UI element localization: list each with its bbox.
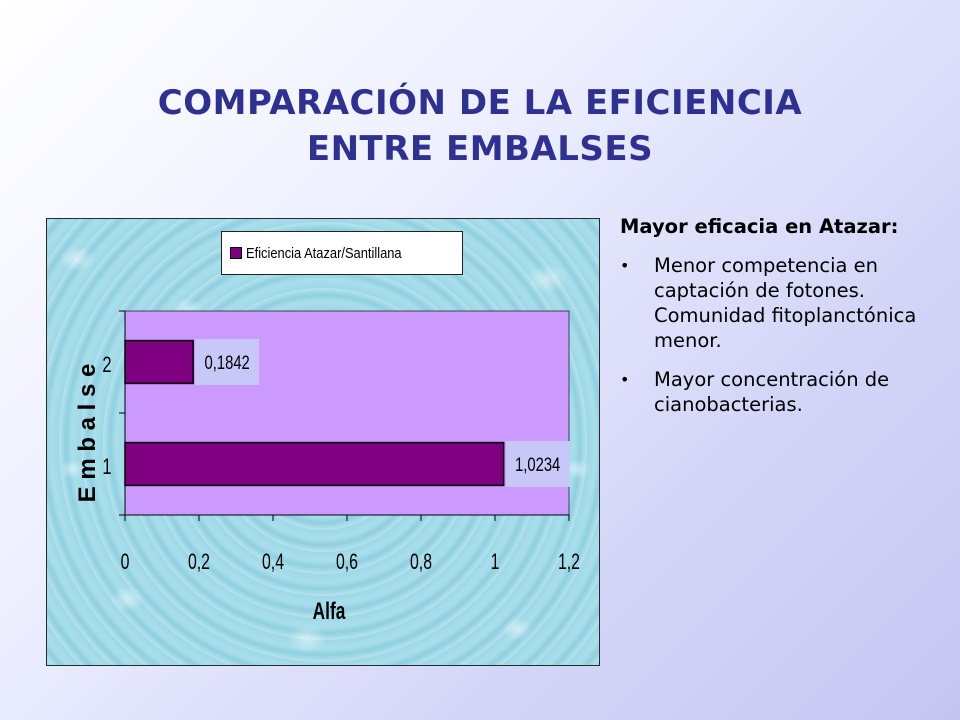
data-label: 0,1842 [205,352,250,373]
slide-title: COMPARACIÓN DE LA EFICIENCIA ENTRE EMBAL… [80,80,880,172]
y-tick-label: 1 [102,455,111,480]
data-label-box [195,339,260,385]
x-tick-label: 1,2 [558,551,580,575]
bullet-text: Mayor concentración de cianobacterias. [654,368,890,416]
chart-legend: Eficiencia Atazar/Santillana [221,231,463,275]
x-tick-label: 0,8 [410,551,432,575]
x-axis-title: Alfa [313,598,346,624]
bullet-list: • Menor competencia en captación de foto… [620,253,930,417]
bullet-dot: • [620,370,630,389]
x-tick-label: 1 [491,551,500,575]
bullet-item: • Menor competencia en captación de foto… [620,253,930,353]
bar [124,339,194,385]
x-tick-label: 0,4 [262,551,284,575]
bullet-dot: • [620,256,630,275]
bar [124,441,505,487]
bar-chart: 1 1,0234 2 0,1842 0 0,2 0,4 0,6 0,8 1 1,2 Alfa E m b… [74,310,580,625]
y-tick-label: 2 [102,353,111,378]
title-line-2: ENTRE EMBALSES [306,129,654,169]
y-axis-title: E m b a l s e [74,364,101,503]
bullet-item: • Mayor concentración de cianobacterias. [620,367,930,417]
data-label-box [505,441,570,487]
legend-swatch [230,247,242,259]
legend-label: Eficiencia Atazar/Santillana [246,244,402,262]
chart-area: 1 1,0234 2 0,1842 0 0,2 0,4 0,6 0,8 1 1,2 Alfa E m b… [46,218,600,666]
bullet-text: Menor competencia en captación de fotone… [654,254,917,352]
x-tick-label: 0,6 [336,551,358,575]
explanation-panel: Mayor eficacia en Atazar: • Menor compet… [620,214,930,431]
x-tick-label: 0,2 [188,551,210,575]
lead-text: Mayor eficacia en Atazar: [620,215,899,238]
data-label: 1,0234 [515,454,560,475]
title-line-1: COMPARACIÓN DE LA EFICIENCIA [157,83,803,123]
x-tick-label: 0 [121,551,130,575]
